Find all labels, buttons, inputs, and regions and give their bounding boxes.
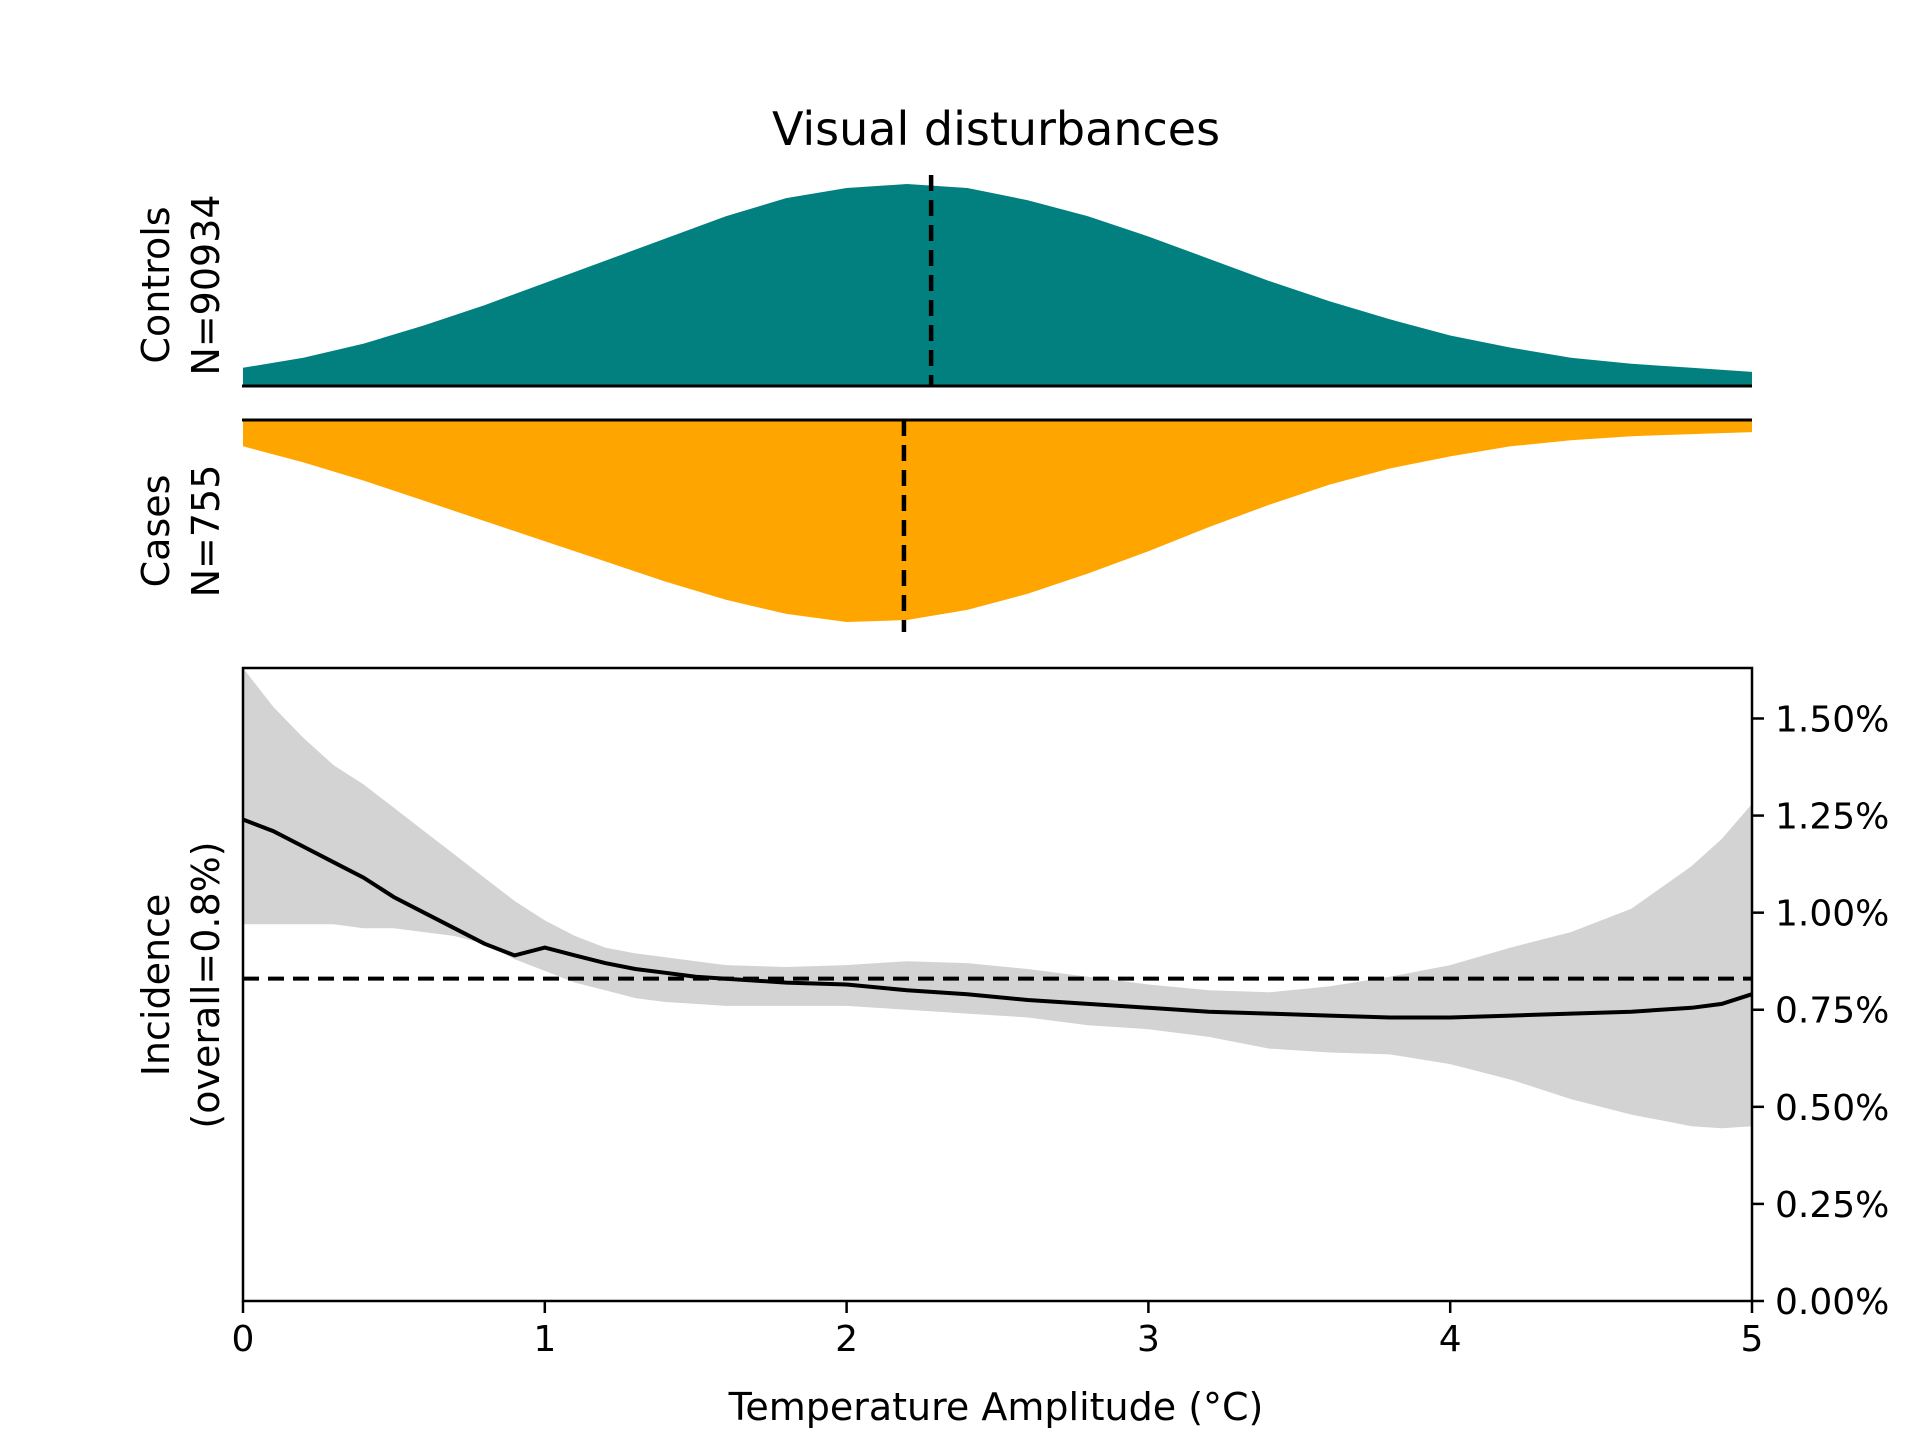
controls-density-panel: Controls N=90934 xyxy=(134,175,1752,388)
cases-density-panel: Cases N=755 xyxy=(134,418,1752,632)
cases-count-label: N=755 xyxy=(184,465,228,598)
x-tick-label: 0 xyxy=(232,1319,255,1360)
y-tick-label: 1.25% xyxy=(1775,797,1889,838)
y-tick-label: 0.25% xyxy=(1775,1185,1889,1226)
plot-frame xyxy=(241,666,1754,1303)
controls-label: Controls xyxy=(134,206,178,363)
x-tick-label: 4 xyxy=(1439,1319,1462,1360)
x-tick-label: 3 xyxy=(1137,1319,1160,1360)
x-axis-label: Temperature Amplitude (°C) xyxy=(728,1385,1264,1429)
y-tick-label: 0.75% xyxy=(1775,991,1889,1032)
y-tick-label: 1.50% xyxy=(1775,699,1889,740)
y-axis-label-overall: (overall=0.8%) xyxy=(184,841,228,1128)
controls-count-label: N=90934 xyxy=(184,194,228,375)
confidence-band xyxy=(243,668,1752,1129)
incidence-line xyxy=(242,817,1753,1020)
x-tick-label: 2 xyxy=(835,1319,858,1360)
y-axis-ticks: 0.00% 0.25% 0.50% 0.75% 1.00% 1.25% 1.50% xyxy=(1752,699,1889,1323)
controls-density-area xyxy=(243,184,1752,386)
y-tick-label: 1.00% xyxy=(1775,894,1889,935)
chart-title: Visual disturbances xyxy=(772,102,1220,156)
x-tick-label: 1 xyxy=(533,1319,556,1360)
y-axis-label: Incidence xyxy=(134,894,178,1077)
y-tick-label: 0.50% xyxy=(1775,1088,1889,1129)
y-tick-label: 0.00% xyxy=(1775,1282,1889,1323)
x-axis-ticks: 0 1 2 3 4 5 xyxy=(232,1301,1764,1360)
cases-density-area xyxy=(243,420,1752,622)
incidence-panel: 0 1 2 3 4 5 0.00% 0.25% 0.50% 0.75% 1.00% 1.25% 1.5… xyxy=(134,666,1889,1429)
cases-label: Cases xyxy=(134,475,178,588)
x-tick-label: 5 xyxy=(1741,1319,1764,1360)
